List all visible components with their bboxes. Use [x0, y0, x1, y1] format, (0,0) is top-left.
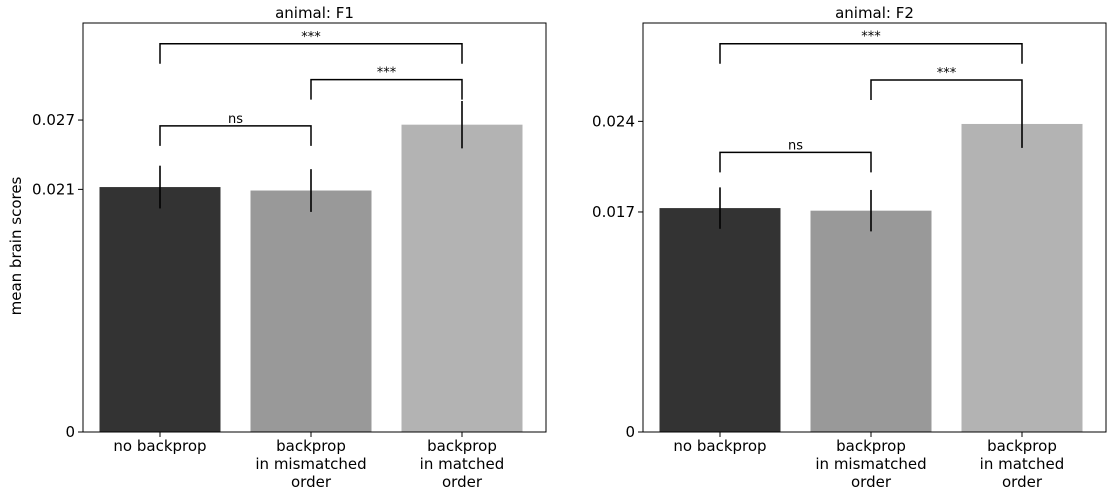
significance-bracket [719, 151, 872, 173]
x-tick-label-line: backprop [276, 437, 346, 455]
y-tick-label: 0.024 [592, 112, 635, 130]
x-tick-label-line: backprop [427, 437, 497, 455]
significance-bracket [159, 125, 312, 146]
bar-1 [659, 208, 781, 432]
bar-1 [99, 187, 221, 432]
significance-label: ns [788, 138, 803, 153]
significance-label: *** [377, 66, 397, 81]
bar-3 [401, 124, 523, 433]
chart-title: animal: F2 [835, 4, 914, 22]
significance-label: ns [228, 112, 243, 127]
significance-bracket [870, 79, 1023, 100]
y-axis-label: mean brain scores [7, 176, 25, 315]
x-tick-label-line: order [1002, 473, 1043, 489]
x-tick-label: no backprop [673, 437, 766, 455]
bar-2 [810, 210, 932, 432]
x-tick-label-line: in matched [420, 455, 505, 473]
x-tick-label-line: in matched [980, 455, 1065, 473]
significance-label: *** [861, 30, 881, 45]
x-tick-label-line: in mismatched [255, 455, 366, 473]
significance-bracket [159, 43, 463, 64]
significance-bracket [719, 42, 1023, 64]
y-tick-label: 0 [65, 423, 75, 441]
chart-title: animal: F1 [275, 4, 354, 22]
chart-panel-2: animal: F2 0 0.017 0.024 no backprop backprop… [592, 4, 1107, 489]
x-tick-label-line: order [851, 473, 892, 489]
significance-label: *** [301, 30, 321, 45]
x-tick-label: backprop in matched order [980, 437, 1065, 489]
bar-2 [250, 190, 372, 432]
x-tick-label-line: backprop [836, 437, 906, 455]
x-tick-label: no backprop [113, 437, 206, 455]
plot-frame [82, 22, 547, 433]
plot-frame [642, 22, 1107, 433]
x-tick-label: backprop in matched order [420, 437, 505, 489]
y-tick-label: 0.017 [592, 203, 635, 221]
x-tick-label-line: no backprop [673, 437, 766, 455]
bar-3 [961, 123, 1083, 433]
y-tick-label: 0.021 [32, 180, 75, 198]
x-tick-label-line: no backprop [113, 437, 206, 455]
x-tick-label-line: order [442, 473, 483, 489]
chart-panel-1: animal: F1 0 0.021 0.027 no backprop backprop… [32, 4, 547, 489]
y-tick-label: 0 [625, 423, 635, 441]
y-tick-label: 0.027 [32, 111, 75, 129]
significance-label: *** [937, 66, 957, 81]
x-tick-label: backprop in mismatched order [255, 437, 366, 489]
x-tick-label: backprop in mismatched order [815, 437, 926, 489]
x-tick-label-line: backprop [987, 437, 1057, 455]
x-tick-label-line: in mismatched [815, 455, 926, 473]
significance-bracket [310, 78, 463, 100]
x-tick-label-line: order [291, 473, 332, 489]
